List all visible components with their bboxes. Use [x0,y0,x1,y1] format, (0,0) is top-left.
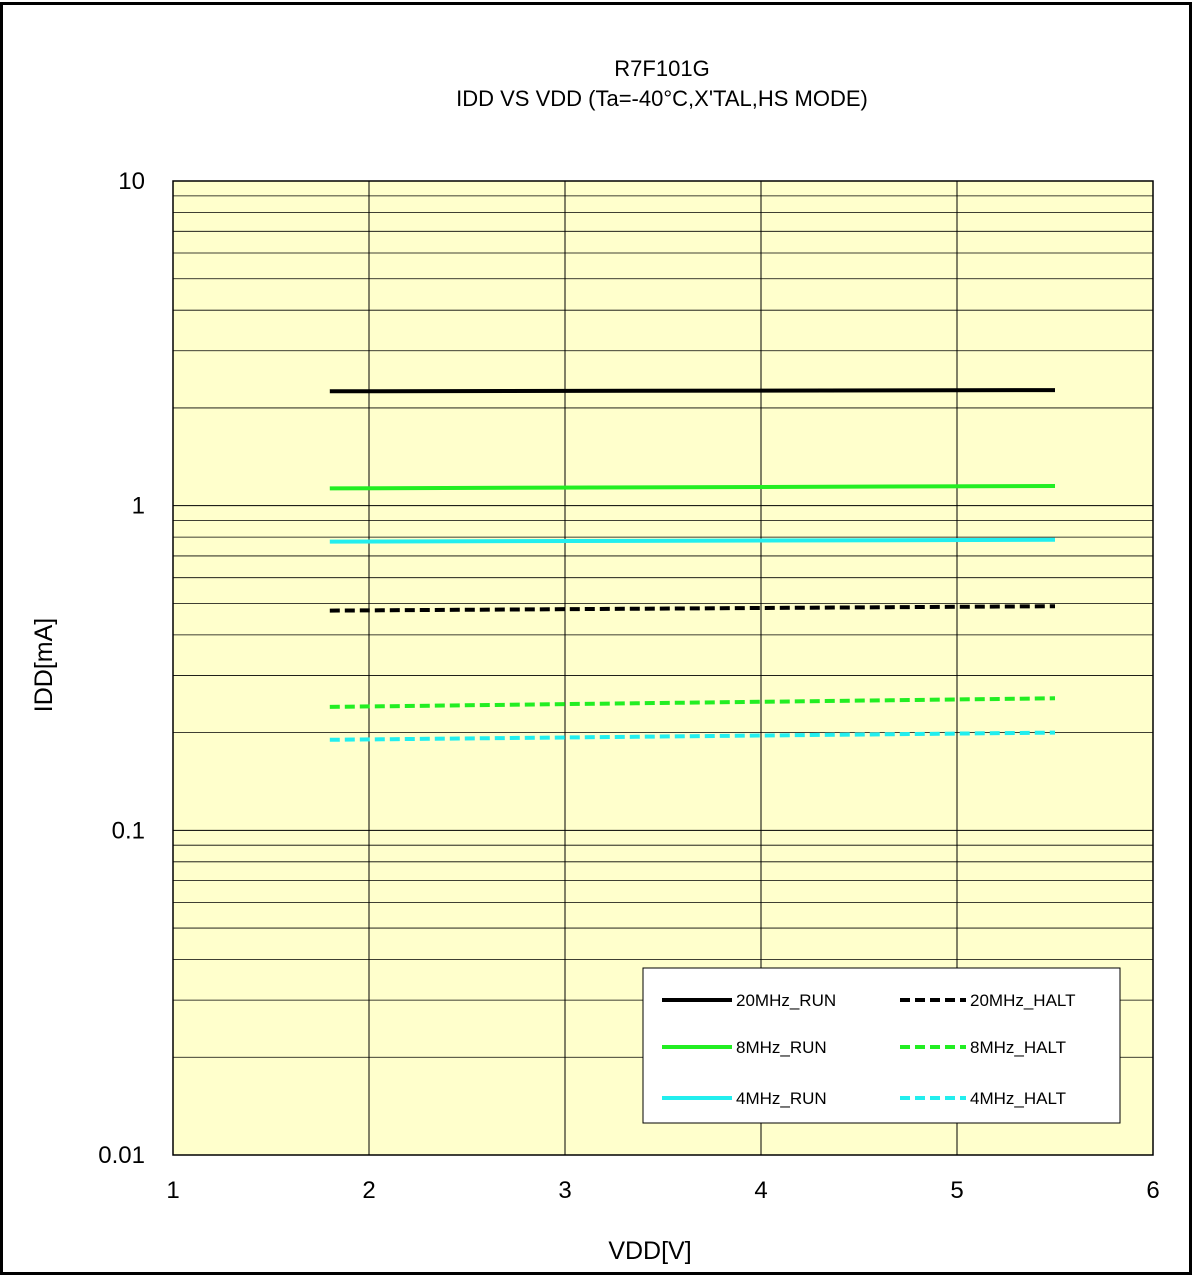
legend-label: 8MHz_RUN [736,1038,827,1057]
x-tick-label: 4 [754,1177,767,1204]
x-tick-label: 3 [558,1177,571,1204]
x-tick-label: 6 [1146,1177,1159,1204]
series-line [329,696,1056,709]
legend-label: 4MHz_HALT [970,1089,1066,1108]
chart-title: R7F101G [614,56,709,81]
y-tick-label: 1 [132,493,145,520]
x-tick-labels: 1 2 3 4 5 6 [166,1177,1159,1204]
x-axis-label: VDD[V] [608,1237,691,1265]
legend-label: 4MHz_RUN [736,1089,827,1108]
y-tick-label: 0.1 [112,817,145,844]
legend: 20MHz_RUN 20MHz_HALT 8MHz_RUN 8MHz_HALT 4MHz… [642,967,1121,1124]
x-tick-label: 5 [950,1177,963,1204]
chart-subtitle: IDD VS VDD (Ta=-40°C,X'TAL,HS MODE) [456,86,868,111]
series-line [329,730,1056,742]
y-axis-label: IDD[mA] [30,618,58,712]
y-tick-label: 0.01 [98,1142,145,1169]
legend-label: 8MHz_HALT [970,1038,1066,1057]
gridlines [173,181,1153,1155]
y-tick-label: 10 [118,168,145,195]
x-tick-label: 2 [362,1177,375,1204]
legend-label: 20MHz_HALT [970,991,1076,1010]
y-tick-labels: 0.01 0.1 1 10 [98,168,145,1169]
x-tick-label: 1 [166,1177,179,1204]
series-line [329,537,1056,544]
series-line [329,484,1056,491]
series-line [329,388,1056,394]
plot-border [172,180,1154,1156]
series-line [329,604,1056,613]
legend-label: 20MHz_RUN [736,991,836,1010]
series-lines [329,388,1056,742]
